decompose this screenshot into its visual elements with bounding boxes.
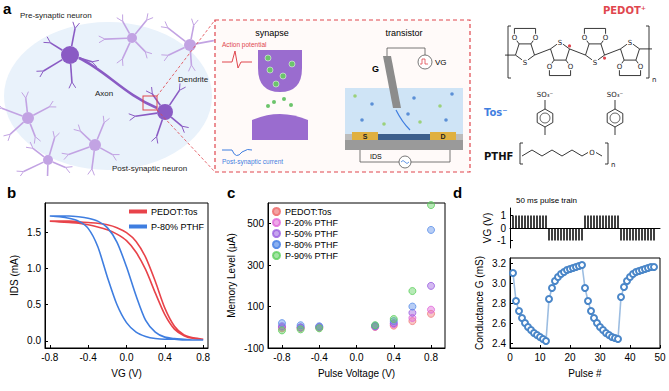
svg-text:O: O [582,34,588,42]
svg-text:n: n [611,161,615,169]
svg-text:synapse: synapse [255,28,289,38]
svg-text:O: O [533,34,539,42]
svg-text:300: 300 [247,260,264,271]
svg-text:PTHF: PTHF [484,151,513,162]
svg-text:0.5: 0.5 [27,299,41,310]
svg-text:2.8: 2.8 [492,298,506,309]
svg-text:1.0: 1.0 [27,263,41,274]
svg-text:100: 100 [247,301,264,312]
svg-text:SO₃⁻: SO₃⁻ [537,91,554,99]
svg-text:PEDOT:Tos: PEDOT:Tos [285,207,332,217]
svg-text:0.8: 0.8 [196,352,210,363]
svg-text:S: S [593,59,598,67]
svg-text:P-20% PTHF: P-20% PTHF [285,218,339,228]
svg-text:Memory Level (µA): Memory Level (µA) [226,233,237,318]
svg-text:P-80% PTHF: P-80% PTHF [285,240,339,250]
svg-text:O: O [568,63,574,71]
svg-text:O: O [638,63,644,71]
svg-text:SO₃⁻: SO₃⁻ [607,91,624,99]
svg-text:1.5: 1.5 [27,227,41,238]
svg-text:-0.8: -0.8 [273,352,291,363]
svg-text:Post-synaptic neuron: Post-synaptic neuron [112,164,187,173]
svg-text:IDS: IDS [370,153,382,160]
svg-text:c: c [227,184,235,201]
svg-text:-1: -1 [497,235,506,246]
svg-text:P-80% PTHF: P-80% PTHF [151,222,205,232]
svg-text:1: 1 [500,210,506,221]
svg-text:P-50% PTHF: P-50% PTHF [285,229,339,239]
svg-text:IDS (mA): IDS (mA) [9,255,20,296]
svg-text:b: b [7,184,16,201]
svg-text:500: 500 [247,218,264,229]
svg-text:S: S [363,133,368,140]
svg-text:0: 0 [500,223,506,234]
svg-text:a: a [3,0,12,17]
svg-text:d: d [453,184,462,201]
svg-text:O: O [512,34,518,42]
svg-text:n: n [652,76,656,84]
svg-text:-0.4: -0.4 [311,352,329,363]
svg-text:Pre-synaptic neuron: Pre-synaptic neuron [20,11,92,20]
svg-text:20: 20 [564,352,576,363]
svg-text:PEDOT:Tos: PEDOT:Tos [151,207,198,217]
svg-text:Pulse #: Pulse # [568,368,602,379]
svg-text:-0.4: -0.4 [80,352,98,363]
svg-text:0.0: 0.0 [350,352,364,363]
svg-text:40: 40 [624,352,636,363]
svg-text:VG (V): VG (V) [482,213,493,244]
svg-text:Post-synaptic current: Post-synaptic current [222,158,283,166]
svg-text:50 ms pulse train: 50 ms pulse train [516,196,577,205]
svg-text:0.0: 0.0 [27,335,41,346]
svg-text:P-90% PTHF: P-90% PTHF [285,251,339,261]
svg-text:Axon: Axon [95,89,113,98]
svg-text:S: S [558,39,563,47]
svg-text:PEDOT⁺: PEDOT⁺ [603,5,646,16]
svg-text:3.0: 3.0 [492,278,506,289]
svg-text:0.8: 0.8 [424,352,438,363]
svg-text:0.4: 0.4 [158,352,172,363]
svg-text:50: 50 [654,352,666,363]
svg-text:S: S [628,39,633,47]
svg-text:Dendrite: Dendrite [178,75,209,84]
svg-text:S: S [523,59,528,67]
svg-text:Conductance G (mS): Conductance G (mS) [474,256,485,350]
svg-text:transistor: transistor [385,28,422,38]
svg-text:Action potential: Action potential [222,41,267,49]
svg-text:Tos⁻: Tos⁻ [484,107,508,118]
svg-text:VG (V): VG (V) [111,368,142,379]
svg-text:VG: VG [435,58,447,67]
svg-text:3.2: 3.2 [492,258,506,269]
svg-text:O: O [547,63,553,71]
svg-text:O: O [589,149,595,157]
svg-text:10: 10 [534,352,546,363]
svg-text:30: 30 [594,352,606,363]
svg-text:-0.8: -0.8 [41,352,59,363]
svg-text:2.6: 2.6 [492,318,506,329]
svg-text:0.4: 0.4 [387,352,401,363]
svg-text:D: D [440,133,445,140]
svg-text:Pulse Voltage (V): Pulse Voltage (V) [318,368,395,379]
svg-text:-100: -100 [244,343,264,354]
svg-text:G: G [372,64,379,74]
svg-text:2.4: 2.4 [492,338,506,349]
svg-text:0: 0 [507,352,513,363]
svg-text:0.0: 0.0 [120,352,134,363]
svg-text:O: O [603,34,609,42]
svg-text:O: O [617,63,623,71]
